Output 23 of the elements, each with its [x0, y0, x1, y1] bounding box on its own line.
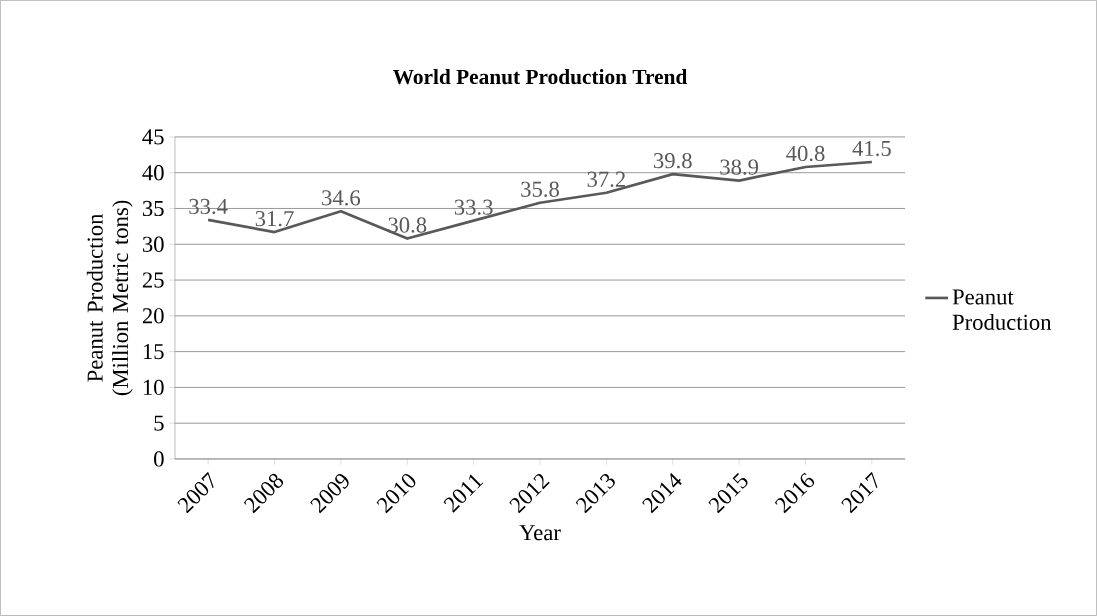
data-label: 41.5: [852, 140, 891, 157]
data-label: 34.6: [322, 190, 361, 206]
y-tick-label: 0: [154, 451, 164, 467]
y-axis-title: Peanut Production (Million Metric tons): [86, 200, 133, 396]
y-tick-label: 10: [143, 379, 164, 396]
x-axis-title: Year: [519, 525, 561, 541]
data-label: 37.2: [587, 171, 625, 187]
data-label: 35.8: [521, 181, 559, 198]
data-label: 30.8: [388, 217, 427, 233]
data-label: 31.7: [255, 211, 294, 227]
y-tick-label: 15: [143, 344, 164, 360]
legend-label: Peanut Production: [952, 289, 1052, 330]
data-label: 38.9: [720, 159, 759, 175]
y-tick-label: 35: [142, 200, 164, 217]
y-tick-label: 20: [142, 308, 164, 324]
y-tick-label: 30: [142, 236, 164, 252]
chart-title: World Peanut Production Trend: [392, 69, 688, 85]
y-tick-label: 45: [142, 129, 164, 145]
data-label: 40.8: [786, 145, 825, 162]
y-tick-label: 5: [154, 415, 164, 431]
y-tick-label: 25: [142, 272, 164, 288]
data-label: 39.8: [654, 153, 692, 169]
y-tick-label: 40: [142, 165, 164, 181]
